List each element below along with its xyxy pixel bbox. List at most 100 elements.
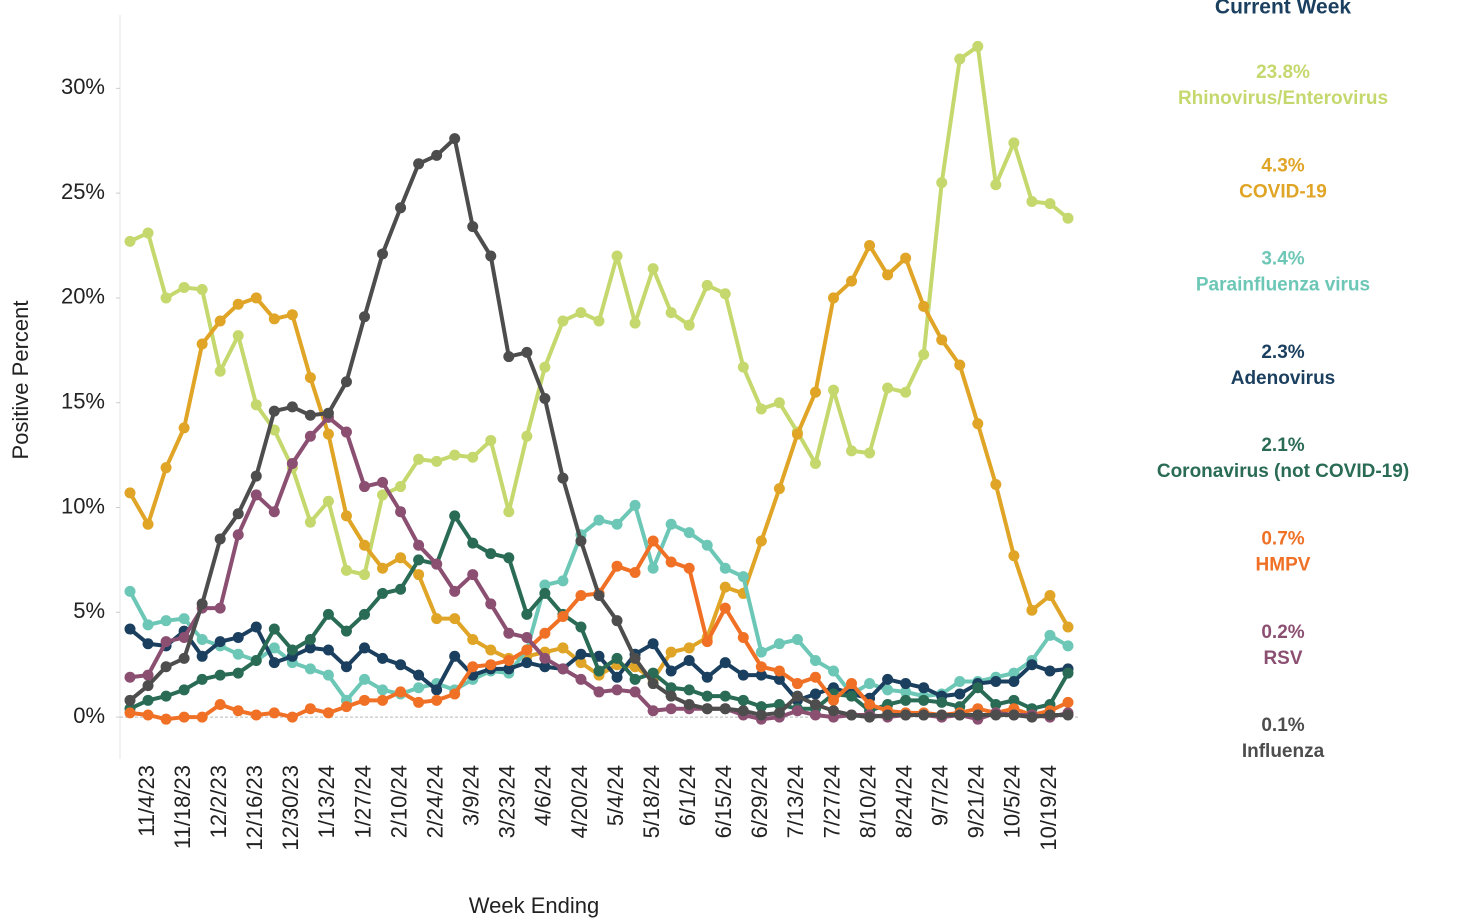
data-point [160, 713, 172, 725]
data-point [377, 587, 389, 599]
data-point [611, 560, 623, 572]
legend-title: Current Week [1215, 0, 1351, 19]
data-point [377, 652, 389, 664]
data-point [124, 623, 136, 635]
data-point [413, 682, 425, 694]
data-point [214, 636, 226, 648]
data-point [864, 678, 876, 690]
data-point [773, 483, 785, 495]
data-point [359, 569, 370, 581]
data-point [286, 711, 298, 723]
data-point [1008, 675, 1020, 687]
data-point [773, 699, 785, 711]
data-point [359, 608, 370, 620]
data-point [395, 481, 407, 493]
data-point [719, 581, 731, 593]
data-point [395, 686, 407, 698]
data-point [521, 430, 533, 442]
data-point [395, 659, 407, 671]
data-point [683, 684, 695, 696]
data-point [395, 202, 407, 214]
data-point [629, 652, 641, 664]
data-point [882, 269, 894, 281]
data-point [936, 709, 948, 721]
data-point [701, 671, 713, 683]
data-point [431, 558, 443, 570]
data-point [485, 548, 497, 560]
data-point [719, 562, 731, 574]
legend-name: HMPV [1256, 555, 1311, 576]
data-point [882, 684, 894, 696]
data-point [1062, 621, 1074, 633]
data-point [304, 516, 316, 528]
data-point [250, 489, 262, 501]
data-point [160, 636, 172, 648]
x-tick-label: 6/29/24 [747, 765, 772, 838]
data-point [918, 694, 930, 706]
legend-name: Coronavirus (not COVID-19) [1157, 461, 1409, 482]
legend-value: 2.1% [1261, 435, 1304, 456]
x-tick-label: 4/20/24 [567, 765, 592, 838]
data-point [557, 663, 569, 675]
data-point [755, 709, 767, 721]
data-point [214, 602, 226, 614]
data-point [557, 315, 569, 327]
data-point [647, 678, 659, 690]
data-point [539, 652, 551, 664]
data-point [828, 694, 839, 706]
data-point [142, 518, 154, 530]
data-point [232, 330, 244, 342]
data-point [377, 476, 389, 488]
data-point [557, 610, 569, 622]
data-point [304, 430, 316, 442]
data-point [828, 665, 839, 677]
y-tick-label: 5% [73, 598, 105, 623]
data-point [719, 703, 731, 715]
data-point [124, 707, 136, 719]
data-point [467, 661, 479, 673]
data-point [449, 613, 461, 625]
data-point [503, 654, 515, 666]
data-point [304, 642, 316, 654]
data-point [791, 705, 803, 717]
data-point [828, 705, 839, 717]
data-point [629, 499, 641, 511]
data-point [232, 529, 244, 541]
data-point [557, 642, 569, 654]
data-point [521, 644, 533, 656]
data-point [304, 634, 316, 646]
x-tick-label: 5/18/24 [639, 765, 664, 838]
data-point [232, 705, 244, 717]
data-point [683, 562, 695, 574]
data-point [196, 284, 208, 296]
data-point [196, 673, 208, 685]
data-point [954, 359, 966, 371]
data-point [413, 453, 425, 465]
data-point [485, 644, 497, 656]
data-point [413, 669, 425, 681]
data-point [359, 311, 370, 323]
data-point [755, 535, 767, 547]
data-point [936, 334, 948, 346]
data-point [864, 699, 876, 711]
data-point [413, 539, 425, 551]
data-point [1026, 659, 1038, 671]
data-point [954, 709, 966, 721]
data-point [377, 248, 389, 260]
data-point [575, 648, 587, 660]
data-point [413, 158, 425, 170]
data-point [322, 428, 334, 440]
data-point [611, 250, 623, 262]
data-point [701, 703, 713, 715]
x-tick-label: 12/2/23 [206, 765, 231, 838]
data-point [1008, 137, 1020, 149]
data-point [322, 707, 334, 719]
data-point [142, 638, 154, 650]
data-point [990, 709, 1002, 721]
series-line [129, 513, 1070, 713]
data-point [737, 631, 749, 643]
data-point [701, 279, 713, 291]
data-point [809, 654, 821, 666]
data-point [773, 638, 785, 650]
data-point [809, 709, 821, 721]
